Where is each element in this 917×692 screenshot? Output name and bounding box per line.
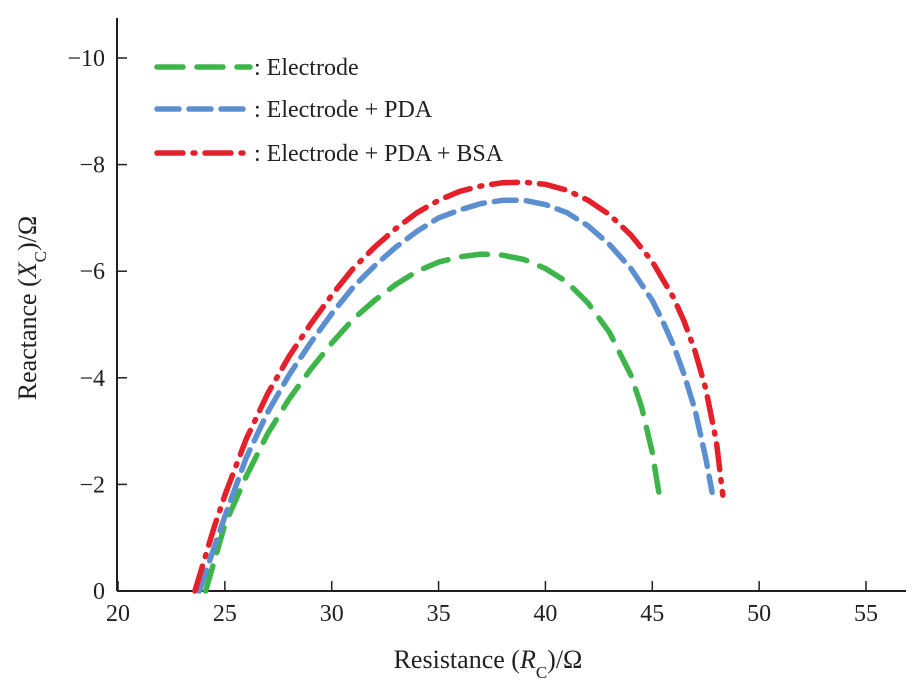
y-axis-ticks: 0 −2 −4 −6 −8 −10 — [67, 46, 127, 605]
x-tick-label: 45 — [640, 601, 664, 627]
y-axis-title: Reactance (XC)/Ω — [13, 216, 50, 400]
legend: : Electrode : Electrode + PDA : Electrode … — [154, 55, 504, 167]
x-tick-label: 40 — [533, 601, 557, 627]
y-tick-label: −10 — [67, 46, 105, 72]
x-tick-label: 50 — [747, 601, 771, 627]
x-axis-ticks: 20 25 30 35 40 45 50 55 — [106, 581, 878, 627]
x-axis-title: Resistance (RC)/Ω — [394, 645, 583, 682]
y-tick-label: −6 — [79, 259, 105, 285]
x-tick-label: 20 — [106, 601, 130, 627]
x-tick-label: 25 — [213, 601, 237, 627]
x-tick-label: 55 — [854, 601, 878, 627]
legend-label-1: : Electrode — [254, 55, 359, 81]
axes — [116, 18, 906, 592]
y-tick-label: −8 — [79, 153, 105, 179]
y-tick-label: −2 — [79, 472, 105, 498]
legend-label-3: : Electrode + PDA + BSA — [254, 141, 504, 167]
y-tick-label: 0 — [93, 579, 105, 605]
x-tick-label: 35 — [427, 601, 451, 627]
x-tick-label: 30 — [320, 601, 344, 627]
series-group — [192, 179, 726, 594]
series-line-1 — [202, 251, 663, 594]
legend-label-2: : Electrode + PDA — [254, 97, 433, 123]
series-line-3 — [192, 179, 726, 594]
series-line-2 — [196, 197, 715, 594]
y-tick-label: −4 — [79, 366, 105, 392]
